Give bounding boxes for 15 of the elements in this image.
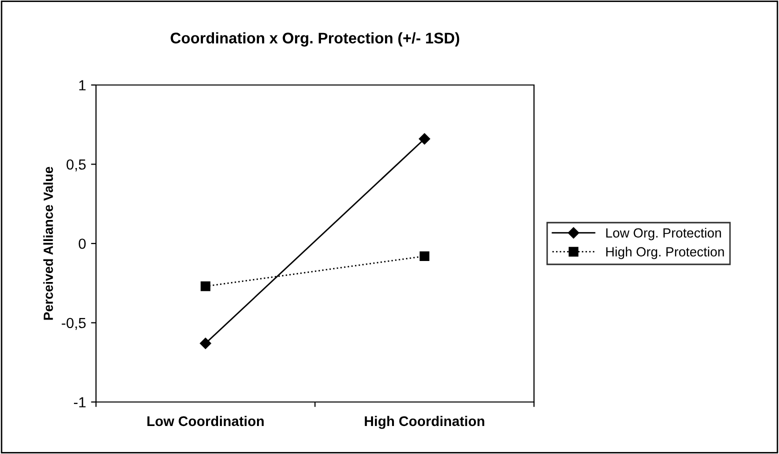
- point: [200, 338, 212, 349]
- y-axis-title: Perceived Alliance Value: [43, 166, 53, 320]
- point: [420, 251, 430, 262]
- y-tick-label: 0: [78, 238, 86, 249]
- legend-label: Low Org. Protection: [606, 228, 721, 240]
- y-tick-label: 0,5: [66, 159, 86, 172]
- point: [200, 281, 210, 292]
- chart-title: Coordination x Org. Protection (+/- 1SD): [170, 32, 460, 47]
- legend-label: High Org. Protection: [606, 246, 724, 260]
- x-tick-label: Low Coordination: [147, 416, 264, 426]
- y-tick-label: 1: [79, 80, 86, 90]
- y-tick-label: -0,5: [62, 318, 86, 330]
- point: [418, 133, 430, 144]
- x-tick-label: High Coordination: [364, 416, 484, 429]
- y-tick-label: -1: [74, 397, 86, 408]
